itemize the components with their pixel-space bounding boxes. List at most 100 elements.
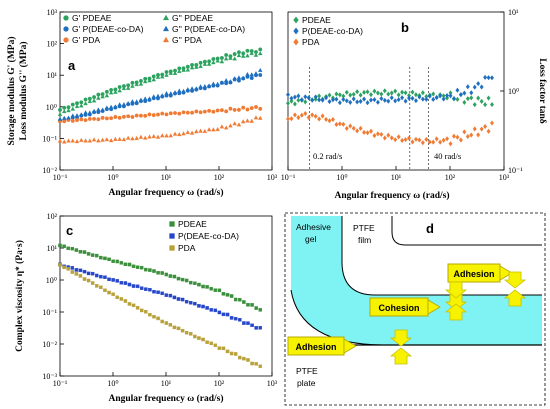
ptfe-plate-label-line1: PTFE [296,366,318,376]
data-point [232,56,237,61]
data-point [79,137,84,142]
x-tick-label: 10⁻¹ [281,173,296,182]
data-point [445,136,450,142]
data-point [135,306,140,310]
data-point [469,132,474,138]
data-point [337,92,342,98]
data-point [211,127,216,132]
panel-c-legend: PDEAE P(DEAE-co-DA) PDA [169,219,239,253]
data-point [185,67,191,72]
data-point [74,248,79,252]
data-point [78,274,83,278]
x-tick-label: 10² [214,379,225,388]
data-point [202,61,208,66]
data-point [289,98,294,104]
data-point [144,287,148,291]
data-point [476,80,481,87]
adhesive-gel [291,216,542,345]
data-point [134,99,139,104]
data-point [121,102,127,107]
force-arrow [444,293,468,311]
data-point [58,243,62,248]
data-point [164,112,169,117]
data-point [66,108,71,113]
data-point [217,310,222,315]
data-point [83,110,88,115]
data-point [181,88,186,93]
data-point [254,326,258,330]
y-tick-label: 10⁰ [508,87,519,96]
data-point [160,319,164,324]
data-point [403,136,408,143]
data-point [396,97,401,103]
data-point [313,94,318,100]
data-point [242,356,246,361]
panel-c-marks [58,243,262,368]
data-point [253,52,259,57]
data-point [176,276,181,281]
data-point [82,250,87,254]
data-point [90,281,95,285]
data-point [202,128,208,133]
data-point [66,267,70,271]
data-point [240,75,246,80]
data-point [396,134,401,140]
data-point [104,89,109,94]
legend-marker [162,14,170,21]
data-point [317,116,322,122]
x-tick-label: 10² [214,173,225,182]
data-point [74,113,80,118]
data-point [438,139,443,145]
data-point [334,91,339,97]
data-point [249,76,254,81]
data-point [125,100,131,106]
data-point [458,137,463,143]
x-tick-label: 10¹ [161,173,172,182]
data-point [246,303,250,307]
data-point [107,277,111,282]
data-point [123,281,128,285]
adhesion-top-pointer [499,265,513,281]
data-point [286,92,290,98]
data-point [351,96,356,102]
data-point [189,65,195,70]
data-point [233,316,238,321]
data-point [138,81,144,86]
data-point [236,107,241,112]
data-point [156,316,160,321]
data-point [369,97,373,103]
panel-a-ylabel-1: Storage modulus G' (MPa) [6,37,17,146]
data-point [424,136,429,143]
data-point [217,288,222,293]
data-point [241,105,246,110]
data-point [483,102,488,108]
data-point [292,101,297,107]
data-point [185,110,190,115]
data-point [245,71,250,77]
data-point [258,73,263,77]
data-point [232,121,237,126]
data-point [135,284,140,289]
legend-marker [169,221,175,227]
data-point [109,116,114,121]
data-point [209,308,213,312]
data-point [62,244,66,249]
data-point [221,346,226,351]
data-point [172,131,178,136]
data-point [57,111,63,116]
data-point [113,104,118,109]
data-point [258,67,263,72]
y-tick-label: 10⁻² [42,340,57,349]
data-point [168,274,173,278]
data-point [228,55,233,60]
data-point [393,98,398,104]
data-point [372,88,377,94]
y-tick-label: 10⁻¹ [42,308,57,317]
data-point [313,113,318,119]
data-point [197,282,201,287]
data-point [348,92,353,98]
data-point [410,95,415,101]
data-point [156,271,160,275]
